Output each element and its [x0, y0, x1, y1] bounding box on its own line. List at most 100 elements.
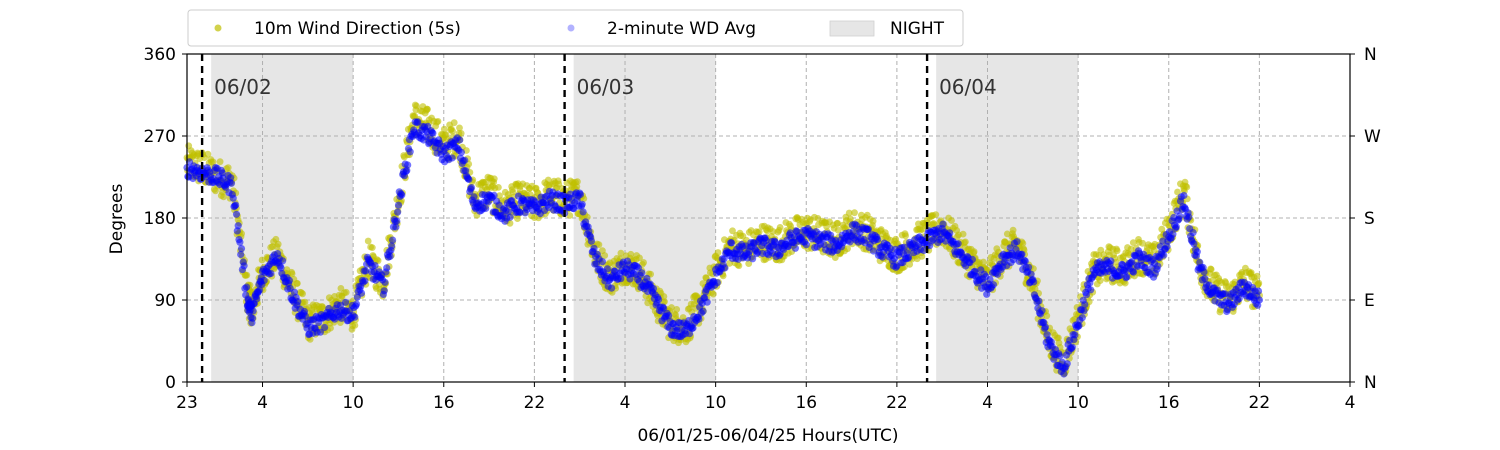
avg-point — [576, 190, 585, 199]
avg-point — [1190, 240, 1198, 248]
wind-point — [755, 228, 763, 236]
avg-point — [1189, 229, 1197, 237]
avg-point — [968, 255, 977, 263]
avg-point — [482, 204, 490, 213]
wind-point — [204, 150, 212, 158]
avg-point — [1185, 213, 1193, 221]
wind-point — [831, 254, 839, 261]
wind-point — [490, 175, 498, 183]
wind-point — [1129, 239, 1137, 247]
y2-axis-ticks: N E S W N — [1350, 45, 1381, 393]
avg-point — [1030, 278, 1038, 286]
wind-point — [209, 158, 217, 166]
wind-point — [745, 260, 753, 267]
wind-point — [1253, 272, 1261, 280]
avg-point — [403, 166, 411, 174]
avg-point — [864, 225, 873, 233]
wind-point — [288, 270, 296, 278]
avg-point — [617, 275, 625, 283]
wind-point — [1174, 188, 1181, 196]
avg-point — [383, 264, 391, 272]
avg-point — [229, 194, 237, 202]
avg-point — [578, 200, 586, 208]
wind-point — [440, 125, 448, 133]
avg-point — [699, 307, 707, 315]
avg-point — [1160, 251, 1168, 259]
avg-point — [243, 283, 251, 291]
avg-point — [321, 323, 329, 332]
day-marker-label-2: 06/04 — [939, 75, 997, 99]
avg-point — [1068, 343, 1076, 351]
avg-point — [448, 154, 456, 162]
day-marker-label-1: 06/03 — [577, 75, 635, 99]
wind-point — [970, 248, 978, 256]
avg-point — [227, 174, 235, 182]
wind-point — [776, 224, 784, 231]
avg-point — [1063, 360, 1071, 368]
wind-point — [364, 237, 372, 245]
avg-point — [1071, 331, 1079, 339]
avg-point — [590, 244, 598, 252]
avg-point — [357, 289, 366, 297]
y2-tick-label-4: N — [1364, 45, 1377, 65]
x-tick-label-7: 16 — [795, 393, 817, 413]
avg-point — [234, 222, 242, 230]
avg-point — [728, 239, 736, 247]
avg-point — [989, 281, 998, 289]
avg-point — [457, 148, 465, 156]
wind-point — [668, 304, 675, 311]
wind-point — [1019, 240, 1027, 247]
avg-point — [461, 156, 469, 164]
y2-tick-label-0: N — [1364, 373, 1377, 393]
avg-point — [1172, 223, 1180, 231]
avg-point — [362, 267, 370, 275]
series-1 — [183, 118, 1263, 378]
wind-point — [636, 254, 643, 262]
avg-point — [587, 237, 596, 245]
avg-point — [394, 201, 403, 209]
avg-point — [874, 235, 882, 244]
wind-point — [434, 118, 442, 125]
wind-point — [351, 322, 359, 329]
wind-point — [851, 209, 858, 217]
avg-point — [467, 184, 476, 192]
wind-point — [327, 324, 334, 332]
legend-label-wind-direction: 10m Wind Direction (5s) — [254, 19, 461, 39]
wind-point — [661, 298, 668, 305]
wind-point — [869, 217, 877, 225]
x-axis-label: 06/01/25-06/04/25 Hours(UTC) — [637, 426, 898, 446]
avg-point — [456, 136, 464, 144]
avg-point — [954, 240, 962, 248]
x-tick-label-10: 10 — [1067, 393, 1089, 413]
y-axis-ticks: 0 90 180 270 360 — [144, 45, 187, 393]
avg-point — [1201, 275, 1209, 283]
day-markers: 06/02 06/03 06/04 — [200, 54, 997, 382]
avg-point — [1027, 270, 1035, 278]
avg-point — [849, 227, 857, 236]
x-tick-label-2: 10 — [342, 393, 364, 413]
wind-point — [735, 262, 743, 270]
wind-point — [847, 215, 854, 223]
avg-point — [689, 324, 697, 332]
avg-point — [386, 252, 394, 260]
wind-point — [224, 164, 232, 172]
wind-point — [1207, 266, 1215, 273]
avg-point — [406, 148, 414, 156]
x-tick-label-12: 22 — [1249, 393, 1271, 413]
y-tick-label-0: 0 — [165, 373, 176, 393]
avg-point — [249, 307, 257, 315]
avg-point — [506, 213, 514, 221]
avg-point — [285, 276, 293, 284]
legend-label-wd-avg: 2-minute WD Avg — [607, 19, 756, 39]
avg-point — [791, 244, 800, 252]
x-tick-label-6: 10 — [705, 393, 727, 413]
wind-point — [980, 258, 987, 266]
y-tick-label-4: 360 — [144, 45, 176, 65]
wind-point — [627, 250, 635, 258]
avg-point — [381, 278, 389, 286]
wind-point — [1121, 279, 1129, 287]
x-tick-label-11: 16 — [1158, 393, 1180, 413]
wind-point — [834, 226, 842, 234]
avg-point — [649, 285, 658, 293]
avg-point — [1200, 268, 1208, 276]
